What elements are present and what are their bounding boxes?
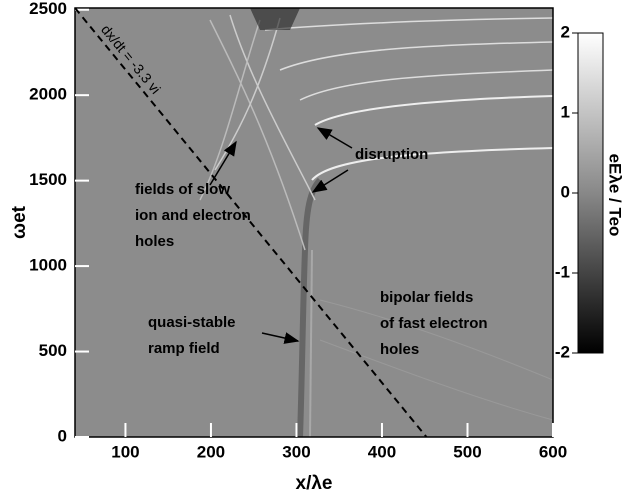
y-tick-label: 0 [58, 426, 67, 445]
x-tick-label: 500 [453, 442, 481, 461]
y-axis-label: ωet [9, 205, 30, 239]
x-tick-label: 600 [539, 442, 567, 461]
x-axis-label: x/λe [296, 473, 333, 494]
annotation: bipolar fields [380, 289, 473, 306]
arrows [209, 127, 353, 344]
colorbar-tick-label: 0 [561, 182, 570, 201]
colorbar-tick-label: 1 [561, 102, 570, 121]
annotation: holes [380, 341, 419, 358]
x-tick-label: 400 [368, 442, 396, 461]
y-tick-label: 2500 [29, 0, 67, 18]
y-tick-label: 500 [39, 341, 67, 360]
annotation: of fast electron [380, 315, 488, 332]
reference-line [74, 7, 428, 438]
annotation: ramp field [148, 340, 220, 357]
plot-frame [74, 7, 554, 438]
annotation: quasi-stable [148, 314, 236, 331]
y-tick-label: 1500 [29, 170, 67, 189]
x-tick-label: 100 [111, 442, 139, 461]
field-structure [199, 8, 554, 438]
colorbar-tick-label: 2 [561, 22, 570, 41]
colorbar-tick-label: -2 [555, 342, 570, 361]
x-tick-label: 200 [197, 442, 225, 461]
x-tick-label: 300 [282, 442, 310, 461]
annotation: fields of slow [135, 181, 230, 198]
colorbar-label: eEλe / Teo [606, 154, 625, 237]
y-tick-label: 2000 [29, 85, 67, 104]
heatmap-field [75, 8, 553, 437]
annotation: ion and electron [135, 207, 251, 224]
colorbar-tick-label: -1 [555, 262, 570, 281]
colorbar [577, 32, 604, 354]
annotation: holes [135, 233, 174, 250]
y-tick-label: 1000 [29, 256, 67, 275]
annotation: disruption [355, 146, 428, 163]
